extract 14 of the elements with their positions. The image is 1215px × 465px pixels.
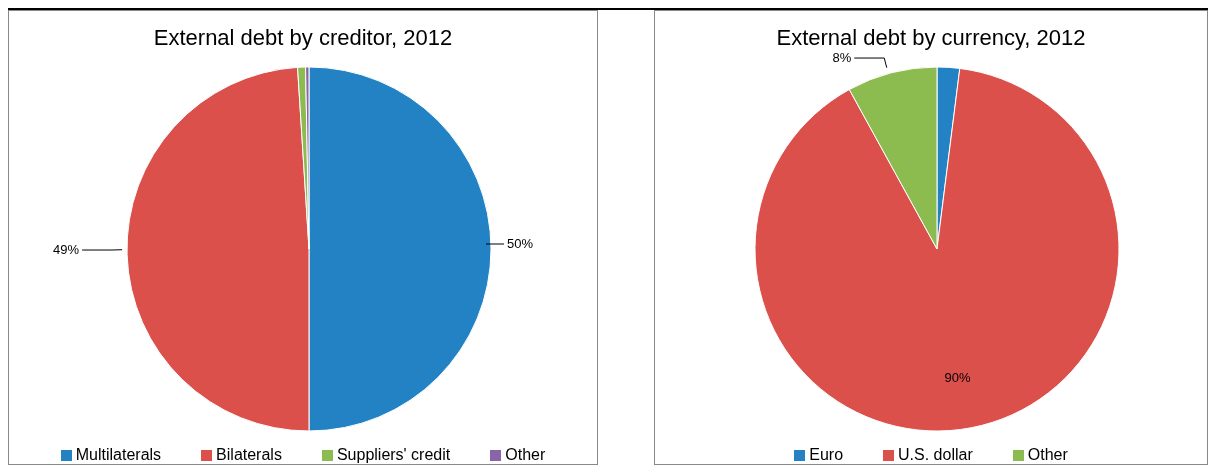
chart-title: External debt by creditor, 2012 xyxy=(152,25,454,51)
legend-label: U.S. dollar xyxy=(898,446,973,464)
pie-slice xyxy=(754,67,1120,432)
legend-label: Suppliers' credit xyxy=(336,446,451,464)
legend-label: Other xyxy=(505,446,546,464)
legend-label: Other xyxy=(1027,446,1068,464)
legend-label: Multilaterals xyxy=(75,446,162,464)
legend-label: Euro xyxy=(809,446,844,464)
legend-label: Bilaterals xyxy=(216,446,282,464)
data-label: 49% xyxy=(53,242,80,258)
chart-title: External debt by currency, 2012 xyxy=(775,25,1087,51)
data-label: 8% xyxy=(832,50,852,66)
data-label: 90% xyxy=(944,370,972,386)
data-label: 50% xyxy=(507,236,534,251)
